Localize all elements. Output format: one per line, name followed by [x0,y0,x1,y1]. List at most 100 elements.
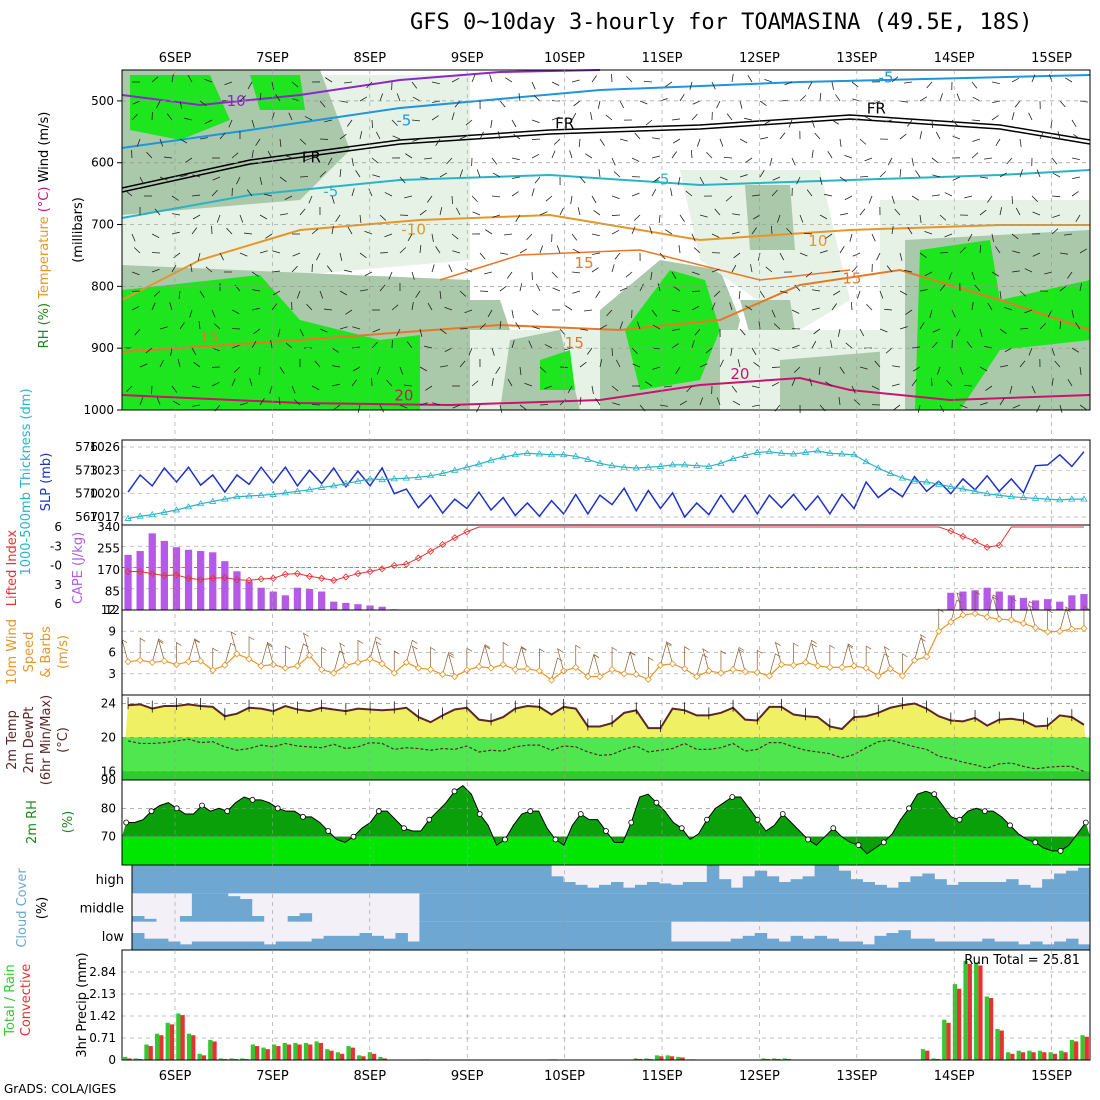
lifted-index-marker [209,574,217,582]
wind-barb [185,157,193,163]
rh2m-axis-label: (%) [61,811,76,834]
wind-barb-10m [224,642,237,666]
precip-total-bar [1059,1050,1064,1060]
cloud-level-label: low [102,930,125,945]
wind-barb [511,309,514,318]
precip-total-bar [314,1041,319,1060]
cape-bar [1044,599,1052,610]
wind-barb [831,303,837,311]
cloud-cover-cell [1006,941,1019,950]
precip-total-bar [303,1042,309,1060]
rh2m-marker [678,825,685,832]
wind-barb [972,96,981,102]
wind-barb [552,287,561,292]
wind-barb [606,309,613,317]
precip-convective-bar [382,1058,387,1060]
wind-barb [614,252,621,260]
wind-barb [479,252,486,260]
precip-total-bar [654,1055,660,1060]
wind-barb [911,157,914,166]
cloud-cover-cell [898,893,911,922]
wind-barb [270,340,273,349]
precip-total-bar [197,1053,202,1060]
wind-barb [471,195,478,203]
temp-line [127,702,1085,731]
wind-barb [355,170,361,178]
wind-barb [406,341,413,349]
cloud-cover-cell [874,935,887,950]
wind-barb [731,231,740,235]
wind-barb [773,323,781,330]
cloud-cover-cell [814,865,828,894]
cloud-cover-cell [886,893,899,922]
wind-barb [1031,74,1036,83]
wind-barb-10m [877,653,890,676]
cape-bar [221,561,229,610]
rh2m-marker [1057,847,1064,854]
wind-speed-marker [1019,619,1028,628]
wind-barb [971,271,975,280]
wind-barb [1004,347,1013,353]
cloud-cover-cell [898,882,911,894]
wind-barb-10m [720,650,727,674]
wind-barb [999,290,1002,299]
wind-barb [652,324,661,330]
cloud-cover-cell [886,887,899,894]
wind-speed-marker [257,662,265,670]
wind-barb [288,112,293,121]
cloud-cover-cell [718,893,732,922]
cloud-cover-cell [634,921,648,950]
lifted-index-marker [439,540,447,549]
rh2m-marker [830,825,837,832]
rh-shade-region [915,240,1090,410]
wind-barb [446,157,453,165]
date-label-top: 7SEP [256,51,289,66]
wind-barb [672,138,681,144]
wind-barb [952,176,961,181]
wind-barb [599,324,608,330]
lifted-index-marker [995,541,1003,549]
cloud-cover-cell [994,882,1007,894]
wind-barb [912,366,921,372]
cloud-cover-cell [455,893,468,922]
wind-barb [136,138,141,147]
wind-barb [518,93,521,102]
wind-barb [352,326,361,330]
wind-barb [258,366,261,375]
cape-bar [184,549,193,610]
thickness-marker [402,474,411,481]
wind-barb [497,131,501,140]
precip-tick-label: 2.13 [89,987,116,1001]
precip-convective-bar [254,1046,260,1060]
rh2m-marker [401,825,407,832]
wind-barb [251,307,260,311]
slp-line [127,451,1085,519]
thickness-marker [463,463,471,470]
cloud-cover-cell [694,941,708,950]
wind-barb [971,119,981,122]
wind-barb [452,404,461,409]
wind-barb [139,363,148,368]
cloud-cover-cell [826,938,840,950]
wind-barb [364,230,373,235]
wind-barb [407,233,413,242]
wind-speed-marker [366,655,374,663]
wind-barb [924,271,933,277]
precip-total-bar [261,1047,266,1060]
wind-barb [351,379,358,387]
wind-barb [324,119,333,123]
wind-barb [919,322,925,330]
wind-barb [1059,404,1063,413]
rh2m-marker [577,811,584,817]
cape-bar [305,588,314,610]
wind-barb [171,264,177,273]
wind-barb [271,303,278,311]
wind-barb [759,100,767,106]
wind-barb [689,81,693,90]
wind-barb [228,119,233,128]
wind-barb [239,214,244,223]
cloud-cover-cell [862,882,875,894]
wind-barb [284,195,293,200]
wind-barb [939,93,943,102]
